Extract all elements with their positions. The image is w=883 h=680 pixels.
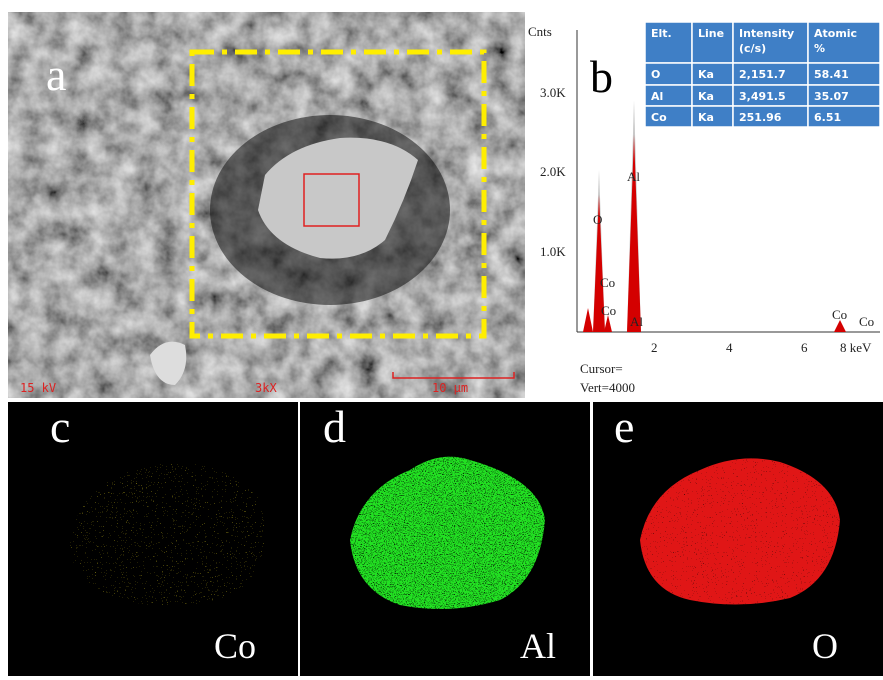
scale-bar-label: 10 μm	[432, 381, 468, 395]
x-tick-label: 6	[801, 340, 808, 355]
table-text: O	[651, 68, 660, 81]
y-tick-label: 3.0K	[540, 85, 566, 100]
table-text: 6.51	[814, 111, 841, 124]
table-header: Line	[698, 27, 724, 40]
element-label: O	[812, 626, 838, 666]
table-text: Al	[651, 90, 663, 103]
y-tick-label: 1.0K	[540, 244, 566, 259]
panel-e: e O	[593, 401, 883, 676]
table-text: 35.07	[814, 90, 849, 103]
element-label: Co	[214, 626, 256, 666]
panel-label: b	[590, 51, 613, 102]
vert: Vert=4000	[580, 380, 635, 395]
peak-label: Co	[601, 303, 616, 318]
y-axis-title: Cnts	[528, 24, 552, 39]
table-text: 58.41	[814, 68, 849, 81]
peak-label: O	[593, 212, 602, 227]
table-text: 251.96	[739, 111, 782, 124]
x-tick-label: 2	[651, 340, 658, 355]
table-text: 2,151.7	[739, 68, 786, 81]
x-tick-label: 4	[726, 340, 733, 355]
panel-c: c Co	[8, 401, 298, 676]
table-text: 3,491.5	[739, 90, 786, 103]
peak-label: Co	[832, 307, 847, 322]
panel-d: d Al	[300, 401, 590, 676]
table-text: Ka	[698, 90, 714, 103]
panel-label: a	[46, 49, 66, 100]
panel-a: a 15 kV 3kX 10 μm	[8, 12, 525, 398]
voltage: 15 kV	[20, 381, 56, 395]
table-text: Ka	[698, 68, 714, 81]
x-tick-label: 8 keV	[840, 340, 872, 355]
table-header: Elt.	[651, 27, 672, 40]
panel-label: c	[50, 401, 70, 452]
y-tick-label: 2.0K	[540, 164, 566, 179]
figure: a 15 kV 3kX 10 μm Cnts 3.0K 2.0K 1.0K 2 …	[0, 0, 883, 680]
panel-b: Cnts 3.0K 2.0K 1.0K 2 4 6 8 keV O Co Co …	[525, 12, 883, 398]
magnification: 3kX	[255, 381, 277, 395]
table-text: Ka	[698, 111, 714, 124]
peak-label: Al	[630, 314, 643, 329]
panel-label: e	[614, 401, 634, 452]
peak-label: Al	[627, 169, 640, 184]
cursor: Cursor=	[580, 361, 623, 376]
panel-label: d	[323, 401, 346, 452]
table-text: Co	[651, 111, 667, 124]
peak-label: Co	[859, 314, 874, 329]
peak-label: Co	[600, 275, 615, 290]
element-label: Al	[520, 626, 556, 666]
